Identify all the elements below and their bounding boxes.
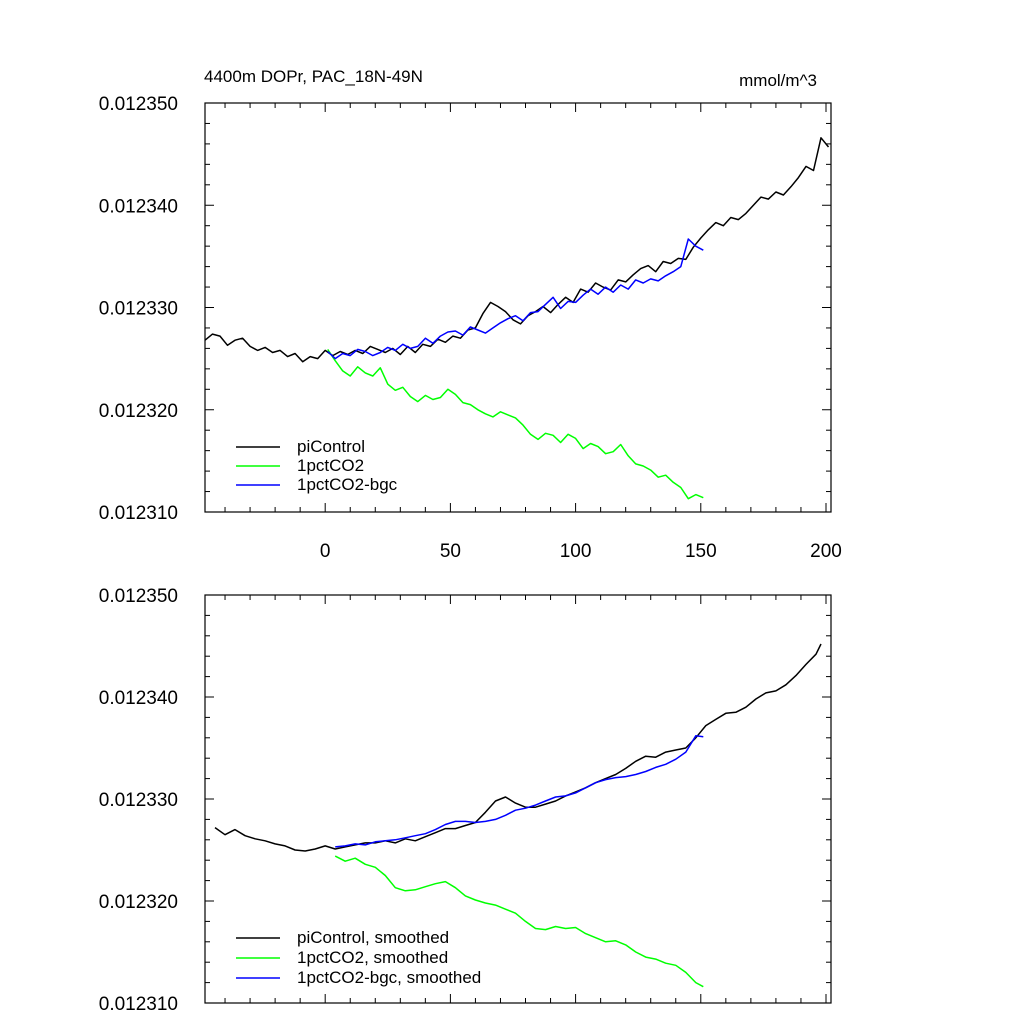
y-tick-label: 0.012350 <box>99 94 178 115</box>
bottom-panel: 0.012310 0.012320 0.012330 0.012340 0.012350… <box>99 586 832 1015</box>
y-tick-label: 0.012350 <box>99 586 178 607</box>
x-tick-label: 100 <box>560 541 592 562</box>
series-line-1pctCO2-bgc <box>335 735 704 848</box>
x-tick-label: 200 <box>810 541 842 562</box>
y-tick-label: 0.012320 <box>99 892 178 913</box>
series-line-1pctCO2 <box>334 855 704 988</box>
legend-label: 1pctCO2, smoothed <box>297 948 448 967</box>
series-line-1pctCO2-bgc <box>327 238 704 360</box>
y-tick-label: 0.012330 <box>99 790 178 811</box>
legend-label: piControl, smoothed <box>297 928 449 947</box>
y-tick-label: 0.012330 <box>99 299 178 320</box>
units-label: mmol/m^3 <box>739 71 817 90</box>
series-line-piControl <box>214 643 822 852</box>
y-tick-label: 0.012340 <box>99 688 178 709</box>
panel-title: 4400m DOPr, PAC_18N-49N <box>204 67 423 86</box>
series-line-1pctCO2 <box>327 348 704 500</box>
y-tick-label: 0.012310 <box>99 503 178 524</box>
legend-label: piControl <box>297 437 365 456</box>
top-panel: 4400m DOPr, PAC_18N-49N mmol/m^3 0 50 100 1… <box>99 67 842 562</box>
x-tick-label: 50 <box>440 541 461 562</box>
legend-label: 1pctCO2-bgc, smoothed <box>297 968 481 987</box>
legend-label: 1pctCO2-bgc <box>297 475 398 494</box>
series-line-piControl <box>204 137 830 363</box>
y-tick-label: 0.012340 <box>99 196 178 217</box>
legend-label: 1pctCO2 <box>297 456 364 475</box>
x-tick-label: 150 <box>685 541 717 562</box>
y-tick-label: 0.012320 <box>99 401 178 422</box>
x-tick-label: 0 <box>320 541 331 562</box>
y-tick-label: 0.012310 <box>99 994 178 1015</box>
